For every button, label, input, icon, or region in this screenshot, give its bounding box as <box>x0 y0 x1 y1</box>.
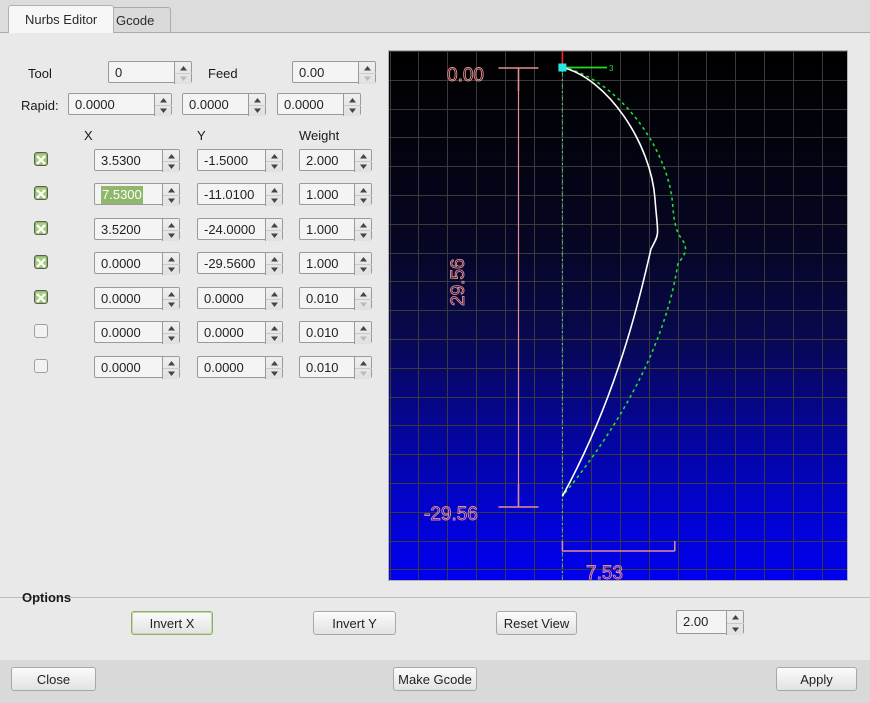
svg-text:29.56: 29.56 <box>448 258 469 306</box>
svg-text:0.00: 0.00 <box>447 65 484 86</box>
svg-text:7.53: 7.53 <box>586 563 623 581</box>
svg-text:-29.56: -29.56 <box>424 504 478 525</box>
